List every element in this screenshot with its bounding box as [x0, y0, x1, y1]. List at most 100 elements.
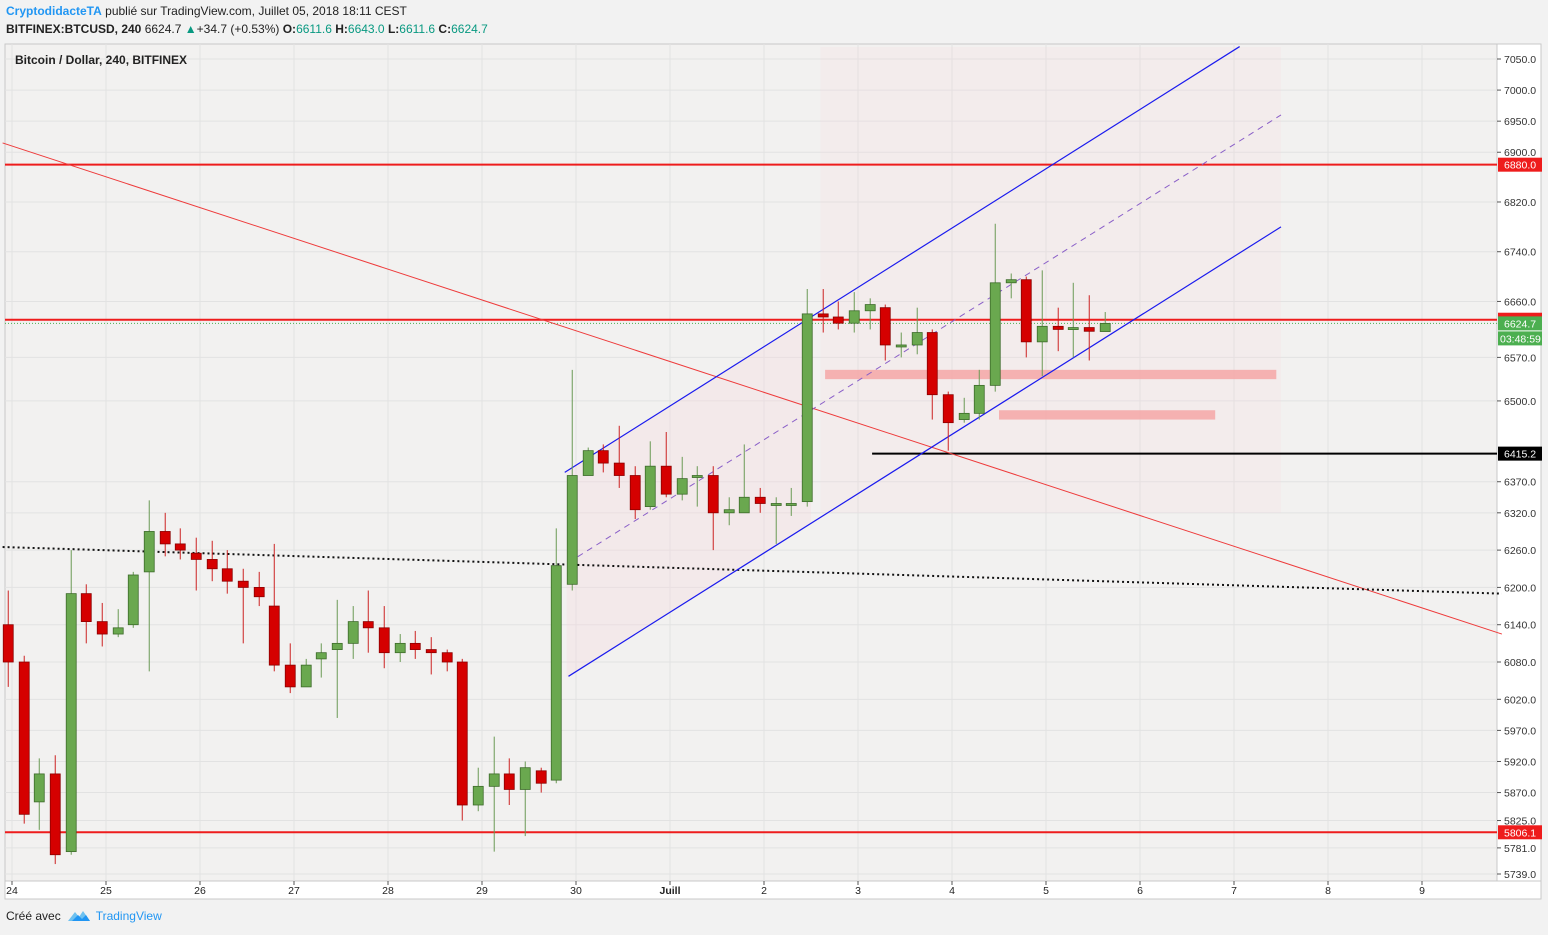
last-price: 6624.7 [144, 22, 182, 36]
candle-body [488, 773, 500, 787]
symbol-info: BITFINEX:BTCUSD, 240 6624.7 ▲+34.7 (+0.5… [6, 22, 488, 36]
candle [864, 298, 876, 330]
time-tick-label: 4 [949, 885, 955, 897]
candle [723, 497, 735, 526]
time-tick-label: 30 [570, 885, 582, 897]
candle-body [754, 496, 766, 504]
price-tick-label: 5870.0 [1504, 788, 1536, 800]
price-tick-label: 6500.0 [1504, 396, 1536, 408]
price-tick-label: 5970.0 [1504, 725, 1536, 737]
candle [1005, 273, 1017, 299]
candle [425, 637, 437, 675]
plot-area[interactable] [4, 43, 1498, 882]
candle-body [18, 661, 30, 815]
candle [315, 643, 327, 678]
open-label: O: [282, 22, 297, 36]
candle-body [519, 767, 531, 790]
price-label: 6624.7 [1504, 318, 1536, 330]
candle-body [300, 664, 312, 688]
candle [18, 655, 30, 824]
candle [394, 634, 406, 663]
candle-body [112, 627, 124, 635]
candle [691, 466, 703, 507]
candle [1083, 295, 1095, 361]
candle-body [895, 344, 907, 348]
candle-body [942, 394, 954, 424]
tradingview-logo-icon [67, 911, 90, 921]
candle-body [848, 310, 860, 324]
price-axis: 7050.0 7000.0 6950.0 6900.0 6820.0 6740.0 6660… [1497, 54, 1536, 881]
candle [503, 758, 515, 805]
candle [629, 466, 641, 520]
candle-body [33, 773, 45, 803]
price-tick-label: 6320.0 [1504, 508, 1536, 520]
price-label-box [1498, 157, 1542, 172]
candle [49, 755, 61, 865]
price-tick-label: 5920.0 [1504, 756, 1536, 768]
price-tick-label: 5825.0 [1504, 816, 1536, 828]
channel-projection-fill [820, 47, 1281, 513]
candle-body [801, 313, 813, 503]
candle-body [143, 531, 155, 573]
candle [973, 369, 985, 420]
candle-body [1020, 279, 1032, 343]
symbol-label: BITFINEX:BTCUSD, 240 [6, 22, 142, 36]
countdown-box [1498, 331, 1542, 346]
time-axis-panel[interactable] [4, 880, 1542, 900]
change-arrow-icon: ▲ [184, 22, 197, 36]
candle [488, 736, 500, 852]
tradingview-brand: TradingView [95, 909, 162, 923]
countdown-label: 03:48:59 [1500, 333, 1541, 345]
candle [1052, 307, 1064, 352]
candle [268, 543, 280, 672]
tradingview-link[interactable]: TradingView [67, 909, 162, 923]
candle [253, 571, 265, 607]
price-tick-label: 7000.0 [1504, 85, 1536, 97]
candle-body [1099, 322, 1111, 332]
price-label: 5806.1 [1504, 827, 1536, 839]
candle-body [644, 465, 656, 507]
candle [832, 301, 844, 330]
price-axis-panel[interactable] [1496, 43, 1542, 882]
price-tick-label: 6200.0 [1504, 582, 1536, 594]
candle-body [378, 627, 390, 654]
candle [535, 767, 547, 793]
candle [409, 630, 421, 659]
created-with: Créé avec [6, 909, 61, 923]
candle-body [1052, 325, 1064, 330]
price-tick-label: 6080.0 [1504, 657, 1536, 669]
candle [221, 550, 233, 594]
candle [660, 431, 672, 498]
price-tick-label: 5781.0 [1504, 843, 1536, 855]
candle-body [409, 642, 421, 650]
high-value: 6643.0 [347, 22, 385, 36]
time-tick-label: 28 [382, 885, 394, 897]
price-tick-label: 6950.0 [1504, 116, 1536, 128]
price-label: 6880.0 [1504, 160, 1536, 172]
price-tick-label: 6660.0 [1504, 296, 1536, 308]
candle-body [613, 462, 625, 476]
time-tick-label: 6 [1137, 885, 1143, 897]
open-value: 6611.6 [296, 22, 332, 36]
close-value: 6624.7 [451, 22, 488, 36]
candle [707, 466, 719, 551]
candle-body [503, 773, 515, 790]
time-tick-label: 7 [1231, 885, 1237, 897]
candle-body [221, 568, 233, 582]
candle [1036, 270, 1048, 377]
time-tick-label: 24 [6, 885, 18, 897]
time-tick-label: 5 [1043, 885, 1049, 897]
candle-body [879, 307, 891, 346]
candle [644, 441, 656, 510]
candle [942, 391, 954, 451]
price-tick-label: 6020.0 [1504, 694, 1536, 706]
candle [284, 643, 296, 694]
author-link[interactable]: CryptodidacteTA [6, 4, 102, 18]
candle [96, 602, 108, 647]
candle-body [206, 559, 218, 570]
candle-body [1067, 327, 1079, 330]
candle [926, 329, 938, 420]
candle [472, 767, 484, 812]
candle [848, 292, 860, 333]
